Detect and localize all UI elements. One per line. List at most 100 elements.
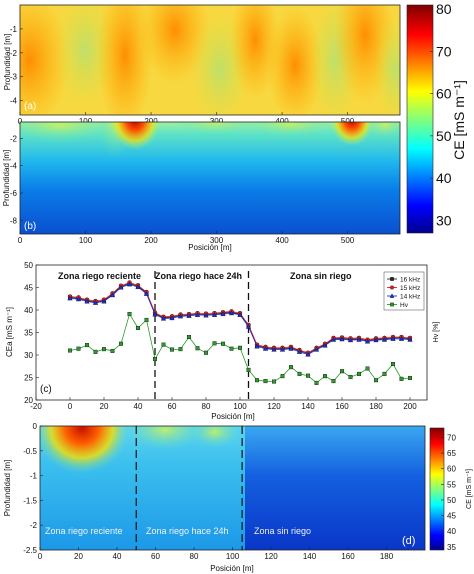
panel-c-xtick-label: 100 <box>233 402 247 411</box>
panel-c-point-hv <box>101 347 106 352</box>
colorbar-d-tick-label: 60 <box>447 465 456 474</box>
panel-c-ytick-label: 30 <box>24 351 33 360</box>
panel-c-ytick-label: 40 <box>24 306 33 315</box>
panel-d-xtick-label: 60 <box>151 552 160 561</box>
panel-c-ytick-label: 50 <box>24 261 33 270</box>
panel-c-point-14-khz <box>237 312 243 317</box>
panel-c-xtick-label: 160 <box>335 402 349 411</box>
colorbar-ab-tick-label: 40 <box>436 170 452 186</box>
panel-c-xtick-label: 80 <box>202 402 211 411</box>
panel-c-point-14-khz <box>84 298 90 304</box>
panel-c-ytick-label: 25 <box>24 374 33 383</box>
panel-c-point-14-khz <box>211 312 218 317</box>
panel-c-point-hv <box>331 379 336 384</box>
panel-c-point-14-khz <box>194 312 201 317</box>
panel-c-zone-3: Zona sin riego <box>290 271 352 281</box>
panel-d-ytick-label: -2 <box>30 521 38 530</box>
panel-c-point-hv <box>340 369 345 374</box>
panel-c-xtick-label: 200 <box>403 402 417 411</box>
panel-b-xlabel: Posición [m] <box>188 243 232 252</box>
panel-c-point-14-khz <box>101 298 107 304</box>
colorbar-d-label: CE [mS m⁻¹] <box>466 469 473 509</box>
panel-d-label: (d) <box>402 535 415 547</box>
panel-b-label: (b) <box>24 221 36 232</box>
panel-c-point-14-khz <box>271 346 277 352</box>
panel-c-point-14-khz <box>364 338 371 344</box>
panel-c-point-hv <box>110 348 115 353</box>
panel-c-ytick-label: 20 <box>24 396 33 405</box>
panel-c-point-14-khz <box>135 284 141 290</box>
panel-a-xtick-label: 400 <box>275 117 289 126</box>
panel-c-point-hv <box>263 379 268 384</box>
panel-c-point-14-khz <box>126 281 133 287</box>
panel-d-xtick-label: 140 <box>303 552 317 561</box>
panel-c-point-14-khz <box>296 349 303 354</box>
panel-c-point-14-khz <box>186 313 192 318</box>
panel-c-point-14-khz <box>254 343 260 349</box>
panel-d-xtick-label: 180 <box>380 552 394 561</box>
panel-d-xtick-label: 160 <box>341 552 355 561</box>
panel-b-heatmap <box>20 122 400 234</box>
panel-b-ytick-label: -6 <box>10 189 18 198</box>
panel-c-point-hv <box>314 380 319 385</box>
panel-d-xtick-label: 120 <box>264 552 278 561</box>
panel-b-xticks: 0 100 200 300 400 500 <box>18 231 355 245</box>
panel-c-point-14-khz <box>288 345 294 351</box>
panel-a-ylabel: Profundidad [m] <box>3 34 12 90</box>
panel-c-ylabel: CEa [mS m⁻¹] <box>5 307 14 357</box>
panel-d-zone-2: Zona riego hace 24h <box>146 526 229 536</box>
panel-b-ytick-label: -8 <box>10 216 18 225</box>
panel-c-point-14-khz <box>220 311 226 317</box>
panel-c-zone-2: Zona riego hace 24h <box>155 271 242 281</box>
panel-a-ytick-label: -4 <box>10 97 18 106</box>
panel-c-point-14-khz <box>330 336 337 342</box>
panel-c-xtick-label: 120 <box>267 402 281 411</box>
panel-c-point-14-khz <box>390 335 396 341</box>
panel-c-point-14-khz <box>322 342 328 348</box>
panel-c-point-hv <box>195 346 200 351</box>
panel-b-xtick-label: 200 <box>144 236 158 245</box>
panel-c-point-hv <box>229 346 234 351</box>
colorbar-d-tick-label: 70 <box>447 433 456 442</box>
panel-c-ytick-label: 35 <box>24 329 33 338</box>
panel-c-point-hv <box>408 375 413 380</box>
panel-d-ytick-label: 0 <box>33 422 38 431</box>
panel-c-point-hv <box>280 374 285 379</box>
panel-c-point-hv <box>93 349 98 354</box>
panel-d-xtick-label: 80 <box>190 552 199 561</box>
panel-c-point-hv <box>246 367 251 372</box>
panel-c-xtick-label: 0 <box>68 402 73 411</box>
panel-a-frame <box>19 4 401 116</box>
panel-c-point-hv <box>135 326 140 331</box>
panel-c-point-hv <box>297 371 302 376</box>
panel-c-point-hv <box>220 341 225 346</box>
panel-d-ytick-label: -2.5 <box>23 546 37 555</box>
panel-c-point-hv <box>186 335 191 340</box>
panel-c-point-hv <box>348 375 353 380</box>
panel-a-heatmap <box>20 5 400 115</box>
colorbar-d-tick-label: 35 <box>447 543 456 552</box>
panel-c-point-14-khz <box>203 312 209 318</box>
panel-c-point-hv <box>237 345 242 350</box>
panel-c-point-14-khz <box>152 311 158 317</box>
panel-c-point-14-khz <box>339 336 345 342</box>
panel-a-ytick-label: -2 <box>10 49 18 58</box>
panel-c-xtick-label: 180 <box>369 402 383 411</box>
panel-c-point-14-khz <box>160 315 167 321</box>
panel-c-point-14-khz <box>92 299 99 305</box>
colorbar-d <box>429 427 445 551</box>
panel-d-zone-1: Zona riego reciente <box>45 526 123 536</box>
panel-c-legend-marker <box>390 285 395 290</box>
panel-c-point-14-khz <box>169 315 175 321</box>
panel-c-point-14-khz <box>262 345 269 351</box>
panel-c-point-hv <box>67 348 72 353</box>
panel-c-point-14-khz <box>313 346 320 352</box>
panel-d-ytick-label: -1.5 <box>23 496 37 505</box>
panel-c-point-hv <box>152 357 157 362</box>
panel-c-point-hv <box>127 312 132 317</box>
panel-c-point-14-khz <box>398 335 405 341</box>
panel-c-point-14-khz <box>109 292 116 298</box>
panel-c-point-hv <box>382 371 387 376</box>
panel-a-xtick-label: 200 <box>144 117 158 126</box>
